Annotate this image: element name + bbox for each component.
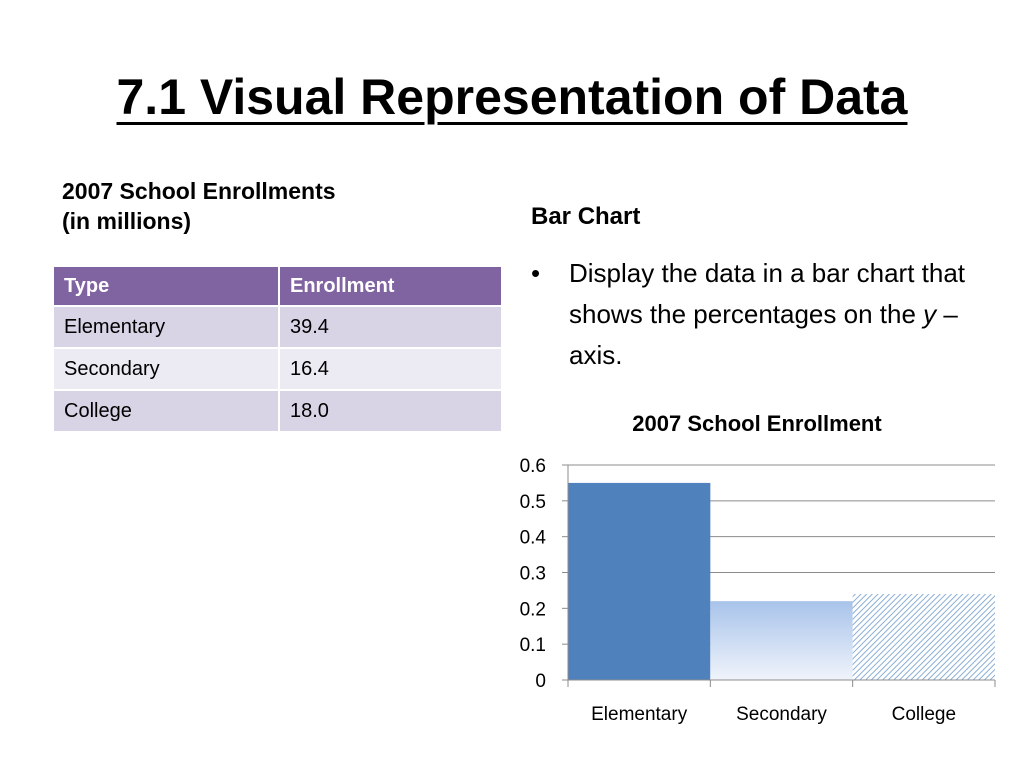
bullet-text-end: – axis. xyxy=(569,299,958,370)
table-heading-line2: (in millions) xyxy=(62,208,192,234)
column-header-enrollment: Enrollment xyxy=(278,265,503,307)
table-heading-line1: 2007 School Enrollments xyxy=(62,178,336,204)
y-tick-label: 0.6 xyxy=(520,456,546,477)
cell-enrollment: 18.0 xyxy=(278,389,503,433)
slide-title-text: 7.1 Visual Representation of Data xyxy=(116,69,908,125)
table-header-row: Type Enrollment xyxy=(52,265,503,307)
instruction-bullet: • Display the data in a bar chart that s… xyxy=(531,253,981,376)
enrollment-bar-chart: 2007 School Enrollment 0 0.1 0.2 0.3 0.4 0.5 0… xyxy=(520,411,996,725)
y-tick-label: 0.5 xyxy=(520,492,546,513)
slide-title: 7.1 Visual Representation of Data xyxy=(0,62,1024,132)
x-category-label: College xyxy=(892,704,956,725)
table-row: Secondary 16.4 xyxy=(52,347,503,391)
cell-enrollment: 16.4 xyxy=(278,347,503,391)
bullet-text: Display the data in a bar chart that sho… xyxy=(569,253,981,376)
y-tick-label: 0 xyxy=(535,671,546,692)
column-header-type: Type xyxy=(52,265,280,307)
cell-type: College xyxy=(52,389,280,433)
table-heading: 2007 School Enrollments (in millions) xyxy=(62,176,336,236)
bar-secondary xyxy=(710,601,853,680)
cell-type: Secondary xyxy=(52,347,280,391)
bullet-text-italic: y xyxy=(923,299,937,329)
bar-college xyxy=(852,594,995,680)
cell-enrollment: 39.4 xyxy=(278,305,503,349)
bar-elementary xyxy=(568,482,711,680)
bullet-dot: • xyxy=(531,258,541,288)
table-row: Elementary 39.4 xyxy=(52,305,503,349)
bar-chart-heading: Bar Chart xyxy=(531,203,641,230)
y-tick-label: 0.1 xyxy=(520,635,546,656)
cell-type: Elementary xyxy=(52,305,280,349)
y-tick-label: 0.3 xyxy=(520,564,546,585)
enrollment-table: Type Enrollment Elementary 39.4 Secondar… xyxy=(52,265,503,433)
x-category-label: Secondary xyxy=(736,704,827,725)
y-tick-label: 0.4 xyxy=(520,528,547,549)
bullet-text-start: Display the data in a bar chart that sho… xyxy=(569,258,966,329)
table-row: College 18.0 xyxy=(52,389,503,433)
chart-title: 2007 School Enrollment xyxy=(632,411,882,436)
x-category-label: Elementary xyxy=(591,704,688,725)
y-tick-label: 0.2 xyxy=(520,599,546,620)
